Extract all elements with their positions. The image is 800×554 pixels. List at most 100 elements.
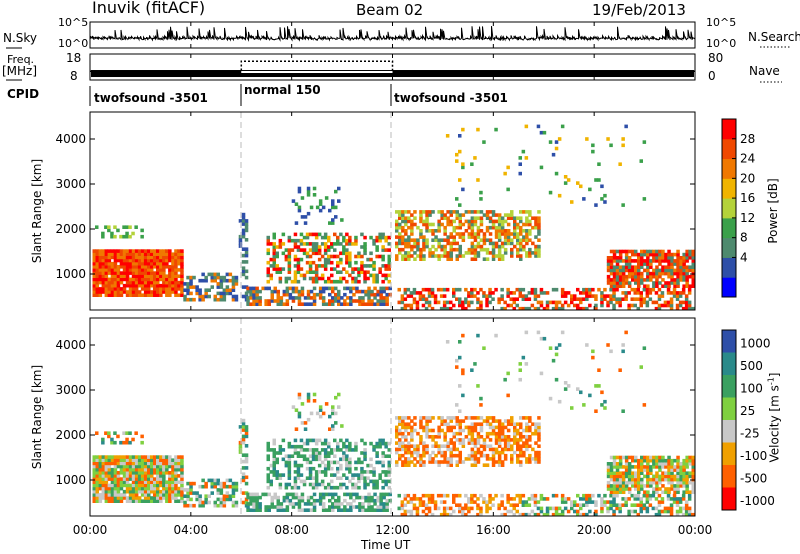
power-cell — [119, 280, 124, 285]
velocity-cell — [461, 371, 465, 376]
power-cell — [615, 281, 620, 285]
velocity-cell — [618, 490, 623, 494]
power-cell — [104, 265, 109, 269]
power-cell — [452, 247, 456, 252]
velocity-cell — [536, 330, 541, 335]
power-cell — [174, 249, 178, 253]
power-cell — [312, 193, 317, 197]
velocity-cell — [449, 506, 453, 511]
velocity-cell — [525, 444, 529, 448]
power-cell — [563, 300, 568, 305]
power-cell — [630, 297, 634, 301]
power-cell — [497, 219, 502, 224]
velocity-cell — [336, 444, 340, 449]
velocity-cell — [409, 500, 414, 504]
velocity-cell — [382, 495, 386, 500]
power-cell — [219, 282, 224, 286]
power-cell — [131, 274, 136, 278]
power-cell — [609, 256, 614, 260]
velocity-cell — [491, 419, 496, 423]
power-cell — [684, 294, 689, 298]
power-cell — [323, 267, 328, 271]
power-cell — [634, 265, 638, 269]
power-cell — [140, 274, 145, 278]
power-cell — [513, 225, 517, 230]
power-cell — [640, 265, 644, 269]
power-cell — [156, 249, 160, 253]
velocity-cell — [479, 506, 483, 511]
velocity-cell — [272, 438, 276, 443]
power-cell — [336, 238, 340, 243]
velocity-cell — [168, 464, 172, 469]
velocity-cell — [201, 478, 205, 483]
velocity-cell — [241, 440, 246, 445]
velocity-cell — [174, 489, 178, 494]
velocity-cell — [424, 506, 429, 511]
power-cell — [306, 296, 311, 300]
velocity-cell — [539, 336, 544, 341]
velocity-cell — [219, 488, 224, 492]
velocity-cell — [128, 467, 133, 472]
velocity-cell — [311, 485, 316, 490]
velocity-cell — [137, 471, 142, 475]
velocity-cell — [327, 454, 331, 458]
velocity-cell — [165, 489, 169, 494]
power-cell — [488, 216, 493, 220]
velocity-cell — [667, 487, 671, 491]
power-cell — [440, 216, 444, 220]
power-cell — [612, 249, 617, 254]
velocity-cell — [162, 467, 166, 472]
power-cell — [406, 287, 411, 292]
velocity-cell — [351, 473, 355, 477]
power-cell — [150, 255, 154, 260]
power-cell — [443, 244, 447, 249]
velocity-cell — [510, 447, 514, 452]
velocity-cell — [331, 411, 335, 416]
velocity-cell — [691, 455, 695, 460]
velocity-cell — [500, 425, 505, 430]
velocity-cell — [413, 428, 417, 433]
velocity-cell — [685, 480, 689, 485]
power-cell — [422, 241, 426, 246]
velocity-cell — [664, 462, 668, 466]
power-cell — [431, 210, 435, 214]
velocity-cell — [168, 474, 172, 478]
velocity-cell — [458, 509, 462, 514]
power-cell — [345, 270, 349, 274]
power-cell — [180, 265, 184, 269]
velocity-cell — [107, 461, 112, 466]
velocity-cell — [612, 455, 617, 460]
power-cell — [664, 256, 668, 260]
velocity-cell — [500, 460, 505, 464]
velocity-cell — [485, 453, 490, 458]
power-cell — [422, 257, 426, 261]
power-cell — [128, 234, 132, 239]
velocity-cell — [219, 497, 224, 502]
power-cell — [266, 273, 270, 278]
power-cell — [275, 267, 279, 271]
power-cell — [287, 238, 292, 243]
velocity-cell — [171, 474, 175, 478]
velocity-cell — [688, 474, 692, 479]
power-cell — [624, 281, 629, 285]
velocity-cell — [430, 497, 435, 501]
velocity-cell — [516, 460, 520, 464]
velocity-cell — [314, 441, 319, 446]
velocity-cell — [363, 479, 367, 484]
power-cell — [424, 300, 429, 305]
power-cell — [428, 247, 432, 252]
velocity-cell — [554, 512, 559, 517]
velocity-cell — [168, 480, 172, 484]
power-cell — [306, 211, 311, 216]
power-cell — [685, 256, 689, 260]
velocity-cell — [682, 477, 686, 482]
velocity-cell — [122, 493, 127, 497]
power-cell — [177, 274, 181, 278]
velocity-cell — [381, 438, 385, 443]
velocity-cell — [122, 477, 127, 481]
power-cell — [673, 281, 677, 285]
power-cell — [119, 271, 124, 275]
power-cell — [297, 302, 302, 306]
power-cell — [339, 270, 343, 274]
power-cell — [673, 262, 677, 266]
